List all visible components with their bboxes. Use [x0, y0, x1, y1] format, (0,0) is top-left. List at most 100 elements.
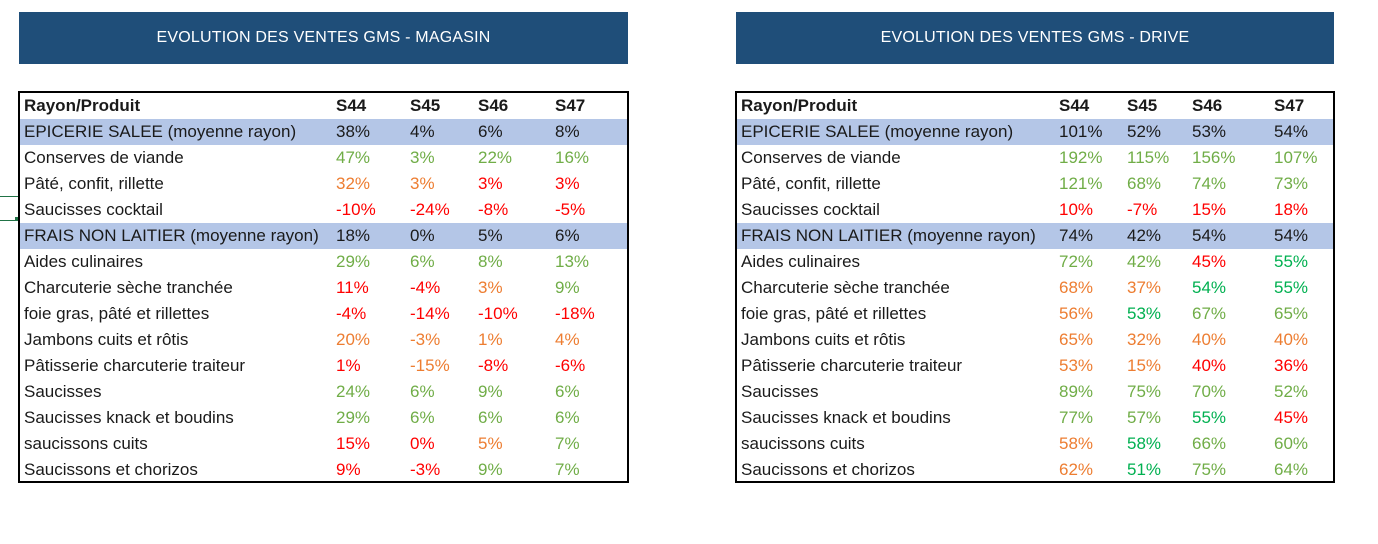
weekly-change-value[interactable]: 9%	[478, 460, 503, 479]
weekly-change-value[interactable]: 40%	[1274, 330, 1309, 349]
weekly-change-value[interactable]: 54%	[1192, 278, 1227, 297]
product-label[interactable]: FRAIS NON LAITIER (moyenne rayon)	[741, 226, 1036, 245]
weekly-change-value[interactable]: 66%	[1192, 434, 1227, 453]
weekly-change-value[interactable]: 6%	[555, 382, 580, 401]
weekly-change-value[interactable]: 58%	[1059, 434, 1094, 453]
weekly-change-value[interactable]: -4%	[336, 304, 367, 323]
product-label[interactable]: foie gras, pâté et rillettes	[741, 304, 927, 323]
magasin-header-week[interactable]: S46	[478, 96, 509, 115]
weekly-change-value[interactable]: 101%	[1059, 122, 1103, 141]
product-label[interactable]: Pâté, confit, rillette	[741, 174, 881, 193]
product-label[interactable]: Saucisses cocktail	[24, 200, 163, 219]
weekly-change-value[interactable]: 45%	[1192, 252, 1227, 271]
weekly-change-value[interactable]: 4%	[410, 122, 435, 141]
weekly-change-value[interactable]: -5%	[555, 200, 586, 219]
product-label[interactable]: Conserves de viande	[741, 148, 901, 167]
weekly-change-value[interactable]: 10%	[1059, 200, 1094, 219]
weekly-change-value[interactable]: 24%	[336, 382, 371, 401]
weekly-change-value[interactable]: 0%	[410, 226, 435, 245]
weekly-change-value[interactable]: 29%	[336, 408, 371, 427]
weekly-change-value[interactable]: 6%	[410, 408, 435, 427]
weekly-change-value[interactable]: -14%	[410, 304, 450, 323]
product-label[interactable]: Aides culinaires	[24, 252, 144, 271]
product-label[interactable]: Saucisses knack et boudins	[741, 408, 951, 427]
drive-header-week[interactable]: S44	[1059, 96, 1090, 115]
product-label[interactable]: Saucisses cocktail	[741, 200, 880, 219]
weekly-change-value[interactable]: 42%	[1127, 252, 1162, 271]
weekly-change-value[interactable]: 74%	[1059, 226, 1094, 245]
product-label[interactable]: saucissons cuits	[24, 434, 148, 453]
product-label[interactable]: EPICERIE SALEE (moyenne rayon)	[24, 122, 297, 141]
weekly-change-value[interactable]: 62%	[1059, 460, 1094, 479]
weekly-change-value[interactable]: 6%	[410, 252, 435, 271]
weekly-change-value[interactable]: 107%	[1274, 148, 1318, 167]
weekly-change-value[interactable]: 3%	[410, 174, 435, 193]
weekly-change-value[interactable]: 77%	[1059, 408, 1094, 427]
drive-header-product[interactable]: Rayon/Produit	[741, 96, 858, 115]
weekly-change-value[interactable]: 9%	[478, 382, 503, 401]
product-label[interactable]: Saucisses knack et boudins	[24, 408, 234, 427]
product-label[interactable]: saucissons cuits	[741, 434, 865, 453]
product-label[interactable]: Saucissons et chorizos	[24, 460, 198, 479]
cell-selection-handle[interactable]	[15, 217, 19, 221]
weekly-change-value[interactable]: 75%	[1127, 382, 1162, 401]
weekly-change-value[interactable]: 6%	[410, 382, 435, 401]
weekly-change-value[interactable]: 36%	[1274, 356, 1309, 375]
weekly-change-value[interactable]: 72%	[1059, 252, 1094, 271]
weekly-change-value[interactable]: 15%	[336, 434, 371, 453]
weekly-change-value[interactable]: 42%	[1127, 226, 1162, 245]
weekly-change-value[interactable]: 13%	[555, 252, 590, 271]
weekly-change-value[interactable]: 115%	[1127, 148, 1170, 167]
weekly-change-value[interactable]: 65%	[1274, 304, 1309, 323]
weekly-change-value[interactable]: -3%	[410, 330, 441, 349]
weekly-change-value[interactable]: 40%	[1192, 330, 1227, 349]
product-label[interactable]: Charcuterie sèche tranchée	[24, 278, 233, 297]
weekly-change-value[interactable]: 1%	[336, 356, 361, 375]
product-label[interactable]: Saucisses	[24, 382, 102, 401]
magasin-header-week[interactable]: S47	[555, 96, 586, 115]
weekly-change-value[interactable]: 3%	[478, 278, 503, 297]
weekly-change-value[interactable]: 37%	[1127, 278, 1162, 297]
weekly-change-value[interactable]: 38%	[336, 122, 371, 141]
weekly-change-value[interactable]: -4%	[410, 278, 441, 297]
weekly-change-value[interactable]: 121%	[1059, 174, 1103, 193]
weekly-change-value[interactable]: 5%	[478, 226, 503, 245]
weekly-change-value[interactable]: -7%	[1127, 200, 1158, 219]
weekly-change-value[interactable]: 15%	[1127, 356, 1162, 375]
weekly-change-value[interactable]: 6%	[555, 408, 580, 427]
weekly-change-value[interactable]: 18%	[1274, 200, 1309, 219]
weekly-change-value[interactable]: 18%	[336, 226, 371, 245]
weekly-change-value[interactable]: 7%	[555, 434, 580, 453]
weekly-change-value[interactable]: 45%	[1274, 408, 1309, 427]
product-label[interactable]: Saucisses	[741, 382, 819, 401]
product-label[interactable]: Pâtisserie charcuterie traiteur	[24, 356, 246, 375]
weekly-change-value[interactable]: 0%	[410, 434, 435, 453]
weekly-change-value[interactable]: 58%	[1127, 434, 1162, 453]
weekly-change-value[interactable]: 3%	[478, 174, 503, 193]
magasin-header-week[interactable]: S44	[336, 96, 367, 115]
weekly-change-value[interactable]: 9%	[555, 278, 580, 297]
weekly-change-value[interactable]: 6%	[555, 226, 580, 245]
weekly-change-value[interactable]: 11%	[336, 278, 369, 297]
product-label[interactable]: FRAIS NON LAITIER (moyenne rayon)	[24, 226, 319, 245]
weekly-change-value[interactable]: 68%	[1127, 174, 1162, 193]
weekly-change-value[interactable]: 70%	[1192, 382, 1227, 401]
weekly-change-value[interactable]: 32%	[336, 174, 371, 193]
weekly-change-value[interactable]: 52%	[1127, 122, 1162, 141]
weekly-change-value[interactable]: 73%	[1274, 174, 1309, 193]
weekly-change-value[interactable]: 74%	[1192, 174, 1227, 193]
weekly-change-value[interactable]: 20%	[336, 330, 371, 349]
weekly-change-value[interactable]: 54%	[1192, 226, 1227, 245]
weekly-change-value[interactable]: 53%	[1127, 304, 1162, 323]
weekly-change-value[interactable]: 55%	[1192, 408, 1227, 427]
weekly-change-value[interactable]: 75%	[1192, 460, 1227, 479]
weekly-change-value[interactable]: 60%	[1274, 434, 1309, 453]
weekly-change-value[interactable]: 64%	[1274, 460, 1309, 479]
magasin-header-product[interactable]: Rayon/Produit	[24, 96, 141, 115]
product-label[interactable]: Aides culinaires	[741, 252, 861, 271]
weekly-change-value[interactable]: -8%	[478, 200, 509, 219]
weekly-change-value[interactable]: 65%	[1059, 330, 1094, 349]
product-label[interactable]: Pâtisserie charcuterie traiteur	[741, 356, 963, 375]
weekly-change-value[interactable]: 4%	[555, 330, 580, 349]
weekly-change-value[interactable]: 8%	[478, 252, 503, 271]
